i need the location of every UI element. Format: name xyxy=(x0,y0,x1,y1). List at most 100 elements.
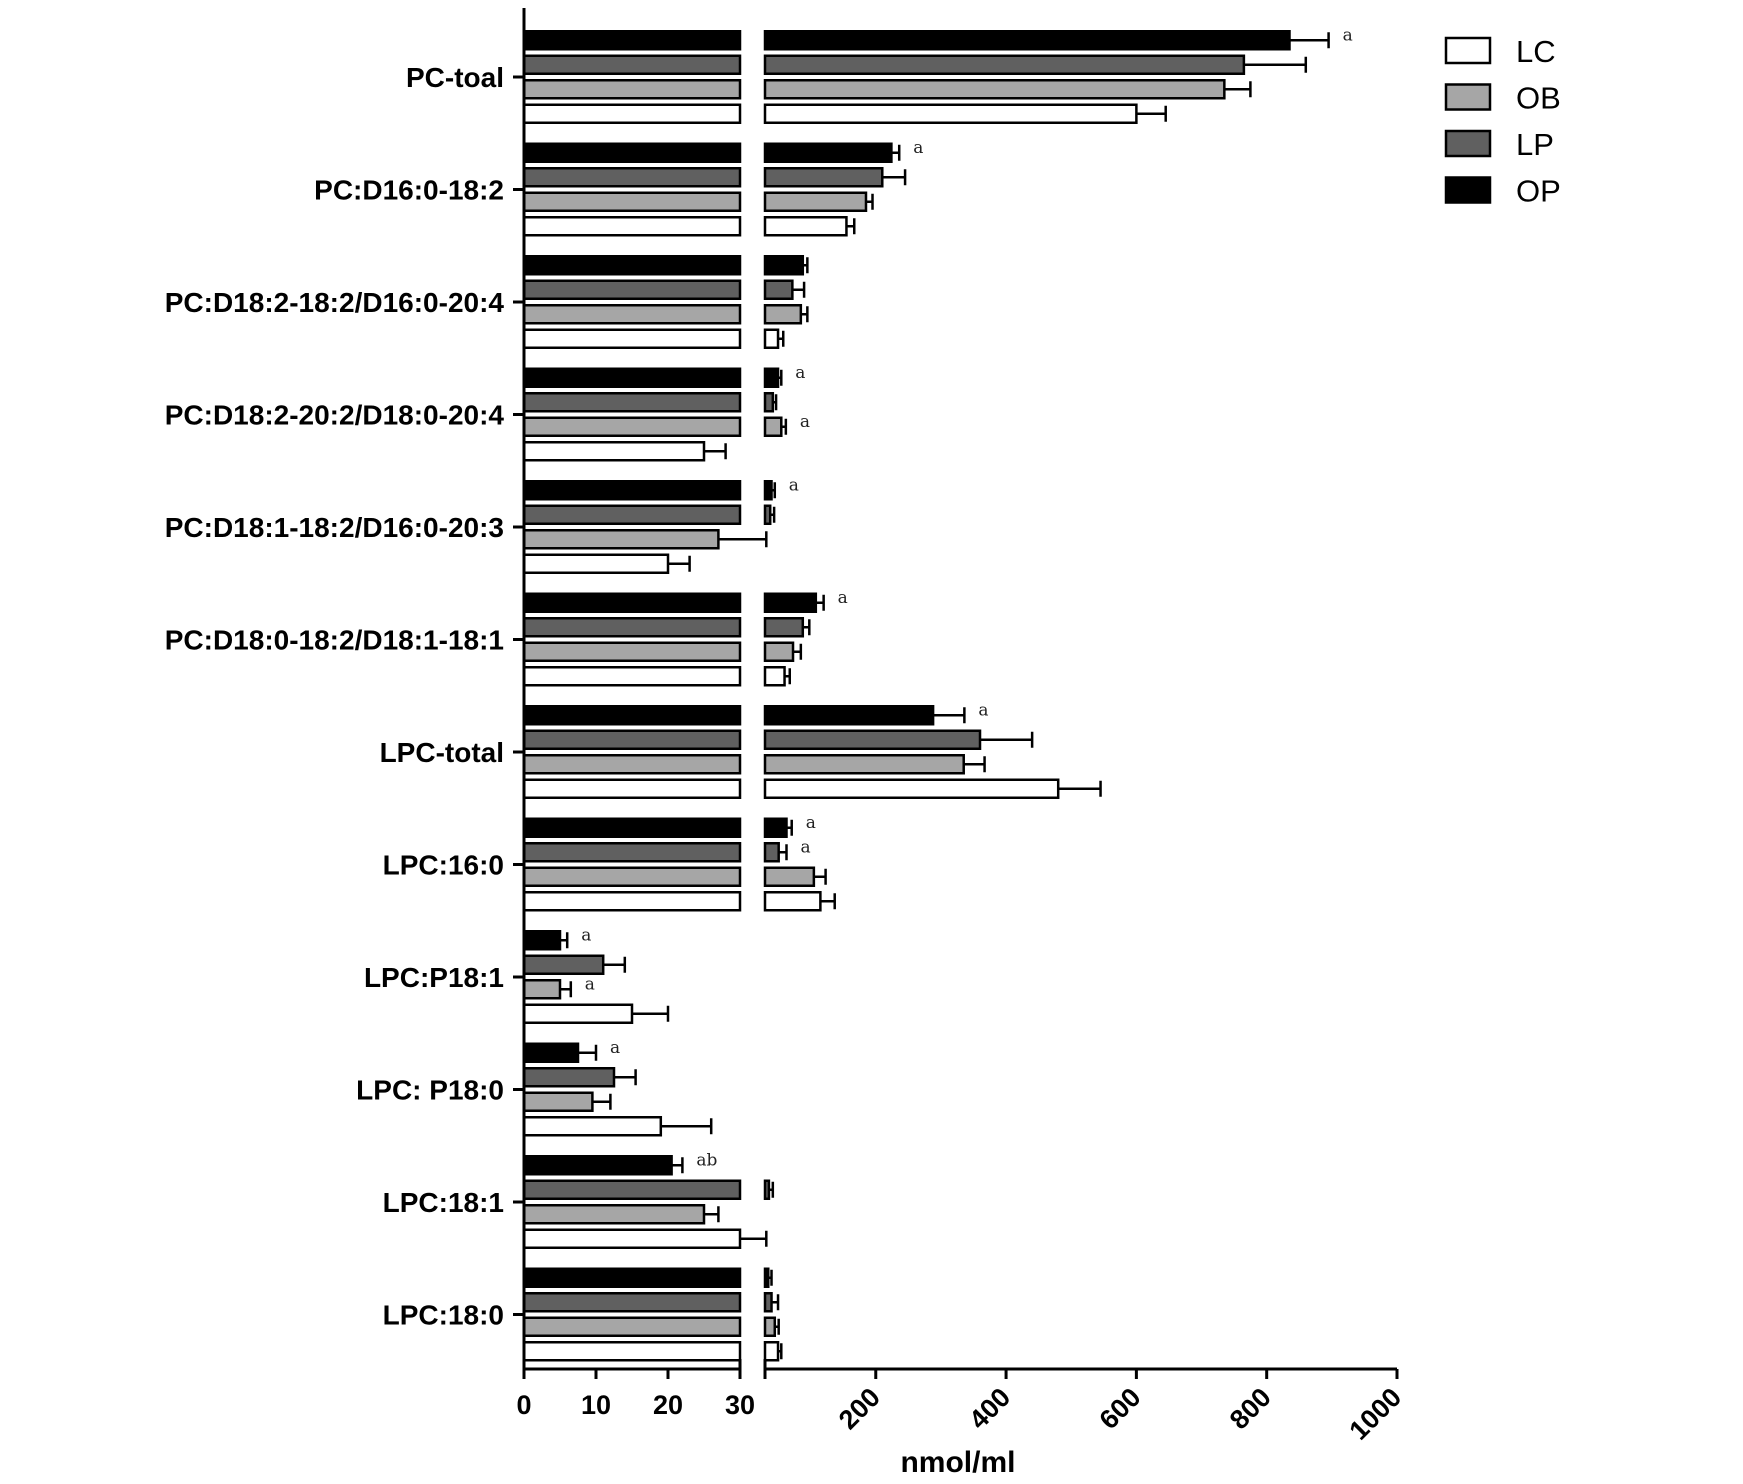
bar-lp-pc-d18-1-18-2-d16-0-20-3-segment-1 xyxy=(522,504,742,525)
bar-lp-lpc-total-segment-2 xyxy=(763,729,982,750)
bar-op-pc-d16-0-18-2-segment-2 xyxy=(763,142,893,163)
bar-ob-lpc-18-0-segment-1 xyxy=(522,1316,742,1337)
bar-ob-lpc-18-1 xyxy=(522,1204,706,1225)
x-tick-label-1000: 1000 xyxy=(1344,1382,1408,1446)
significance-op-pc-d18-1-18-2-d16-0-20-3: a xyxy=(789,475,799,495)
bar-lp-lpc-18-1-segment-1 xyxy=(522,1179,742,1200)
bar-op-lpc-18-1 xyxy=(522,1155,673,1176)
bar-lc-pc-d18-2-18-2-d16-0-20-4-segment-2 xyxy=(763,328,780,349)
bar-lc-pc-d18-1-18-2-d16-0-20-3 xyxy=(522,553,670,574)
significance-op-lpc-p18-1: a xyxy=(581,925,591,945)
bar-lp-lpc-p18-0 xyxy=(522,1067,616,1088)
bar-lc-lpc-18-0-segment-2 xyxy=(763,1341,780,1362)
x-tick-label-0: 0 xyxy=(516,1390,531,1420)
bar-lc-lpc-total-segment-1 xyxy=(522,778,742,799)
significance-op-pc-d18-0-18-2-d18-1-18-1: a xyxy=(838,588,848,608)
significance-op-pc-d16-0-18-2: a xyxy=(913,138,923,158)
bar-lp-pc-d18-2-20-2-d18-0-20-4-segment-2 xyxy=(763,392,775,413)
bar-ob-lpc-p18-0 xyxy=(522,1091,594,1112)
bar-lp-pc-d16-0-18-2-segment-2 xyxy=(763,167,884,188)
legend-swatch-lp xyxy=(1444,129,1492,158)
x-tick-label-200: 200 xyxy=(833,1382,886,1435)
bar-lp-lpc-18-0-segment-1 xyxy=(522,1292,742,1313)
bar-ob-pc-d18-0-18-2-d18-1-18-1-segment-1 xyxy=(522,641,742,662)
bar-lc-lpc-18-0-segment-1 xyxy=(522,1341,742,1362)
bar-lp-pc-d16-0-18-2-segment-1 xyxy=(522,167,742,188)
bar-lp-pc-toal-segment-1 xyxy=(522,54,742,75)
significance-lp-lpc-16-0: a xyxy=(801,837,811,857)
bar-ob-lpc-18-0-segment-2 xyxy=(763,1316,777,1337)
legend-swatch-ob xyxy=(1444,83,1492,111)
significance-op-lpc-p18-0: a xyxy=(610,1038,620,1058)
bar-ob-pc-toal-segment-1 xyxy=(522,79,742,100)
bar-lc-lpc-p18-1 xyxy=(522,1003,634,1024)
bar-ob-lpc-total-segment-2 xyxy=(763,754,965,775)
bar-op-pc-d18-2-18-2-d16-0-20-4-segment-2 xyxy=(763,255,805,276)
bar-lp-pc-toal-segment-2 xyxy=(763,54,1246,75)
bar-op-pc-d18-0-18-2-d18-1-18-1-segment-1 xyxy=(522,592,742,613)
significance-op-pc-toal: a xyxy=(1343,25,1353,45)
bar-ob-pc-d18-2-18-2-d16-0-20-4-segment-2 xyxy=(763,304,803,325)
bar-op-pc-d18-2-18-2-d16-0-20-4-segment-1 xyxy=(522,255,742,276)
x-tick-label-800: 800 xyxy=(1224,1382,1277,1435)
bar-op-lpc-18-0-segment-2 xyxy=(763,1267,770,1288)
bar-ob-pc-d18-2-20-2-d18-0-20-4-segment-2 xyxy=(763,416,783,437)
bar-lc-pc-d16-0-18-2-segment-1 xyxy=(522,216,742,237)
category-label-pc-d18-2-18-2-d16-0-20-4: PC:D18:2-18:2/D16:0-20:4 xyxy=(165,287,505,318)
bar-lc-pc-d16-0-18-2-segment-2 xyxy=(763,216,848,237)
significance-op-lpc-18-1: ab xyxy=(696,1150,717,1170)
legend-swatch-op xyxy=(1444,176,1492,204)
x-tick-label-400: 400 xyxy=(963,1382,1016,1435)
bar-ob-lpc-16-0-segment-2 xyxy=(763,866,816,887)
bar-lc-lpc-18-1 xyxy=(522,1228,742,1249)
bar-op-pc-d18-2-20-2-d18-0-20-4-segment-2 xyxy=(763,367,780,388)
bar-lp-lpc-p18-1 xyxy=(522,954,605,975)
legend-label-lc: LC xyxy=(1516,34,1556,69)
bar-lp-lpc-total-segment-1 xyxy=(522,729,742,750)
bar-op-lpc-p18-1 xyxy=(522,930,562,951)
category-label-pc-d16-0-18-2: PC:D16:0-18:2 xyxy=(314,175,504,206)
significance-ob-pc-d18-2-20-2-d18-0-20-4: a xyxy=(800,412,810,432)
bar-lc-lpc-total-segment-2 xyxy=(763,778,1060,799)
bar-op-pc-d18-0-18-2-d18-1-18-1-segment-2 xyxy=(763,592,818,613)
x-tick-label-600: 600 xyxy=(1094,1382,1147,1435)
bar-lc-lpc-16-0-segment-2 xyxy=(763,891,822,912)
bar-op-pc-d18-1-18-2-d16-0-20-3-segment-2 xyxy=(763,480,773,501)
bar-lc-lpc-16-0-segment-1 xyxy=(522,891,742,912)
x-tick-label-30: 30 xyxy=(725,1390,755,1420)
bar-op-pc-d18-1-18-2-d16-0-20-3-segment-1 xyxy=(522,480,742,501)
bar-lp-pc-d18-2-18-2-d16-0-20-4-segment-1 xyxy=(522,279,742,300)
bar-ob-lpc-16-0-segment-1 xyxy=(522,866,742,887)
bar-ob-lpc-p18-1 xyxy=(522,979,562,1000)
significance-ob-lpc-p18-1: a xyxy=(585,974,595,994)
x-tick-label-20: 20 xyxy=(653,1390,683,1420)
bar-lc-pc-toal-segment-1 xyxy=(522,103,742,124)
bar-ob-pc-d18-2-18-2-d16-0-20-4-segment-1 xyxy=(522,304,742,325)
category-label-lpc-p18-0: LPC: P18:0 xyxy=(356,1075,504,1106)
legend-label-op: OP xyxy=(1516,174,1561,209)
bar-ob-pc-d18-1-18-2-d16-0-20-3 xyxy=(522,529,720,550)
x-axis-title: nmol/ml xyxy=(900,1446,1015,1479)
x-tick-label-10: 10 xyxy=(581,1390,611,1420)
bar-lp-lpc-18-0-segment-2 xyxy=(763,1292,773,1313)
category-label-pc-d18-2-20-2-d18-0-20-4: PC:D18:2-20:2/D18:0-20:4 xyxy=(165,400,505,431)
bar-ob-pc-d16-0-18-2-segment-1 xyxy=(522,191,742,212)
category-label-lpc-18-0: LPC:18:0 xyxy=(383,1300,504,1331)
bar-ob-pc-d16-0-18-2-segment-2 xyxy=(763,191,868,212)
significance-op-pc-d18-2-20-2-d18-0-20-4: a xyxy=(795,363,805,383)
bar-op-pc-d16-0-18-2-segment-1 xyxy=(522,142,742,163)
category-label-lpc-16-0: LPC:16:0 xyxy=(383,850,504,881)
bar-lp-lpc-16-0-segment-1 xyxy=(522,842,742,863)
bar-ob-lpc-total-segment-1 xyxy=(522,754,742,775)
category-label-lpc-p18-1: LPC:P18:1 xyxy=(364,962,504,993)
bar-lp-pc-d18-0-18-2-d18-1-18-1-segment-2 xyxy=(763,617,805,638)
bar-lc-pc-d18-0-18-2-d18-1-18-1-segment-2 xyxy=(763,666,786,687)
category-label-pc-d18-1-18-2-d16-0-20-3: PC:D18:1-18:2/D16:0-20:3 xyxy=(165,512,504,543)
bar-op-pc-toal-segment-1 xyxy=(522,30,742,51)
bar-lc-pc-d18-0-18-2-d18-1-18-1-segment-1 xyxy=(522,666,742,687)
legend-label-ob: OB xyxy=(1516,81,1561,116)
bar-ob-pc-d18-0-18-2-d18-1-18-1-segment-2 xyxy=(763,641,795,662)
bar-op-pc-d18-2-20-2-d18-0-20-4-segment-1 xyxy=(522,367,742,388)
